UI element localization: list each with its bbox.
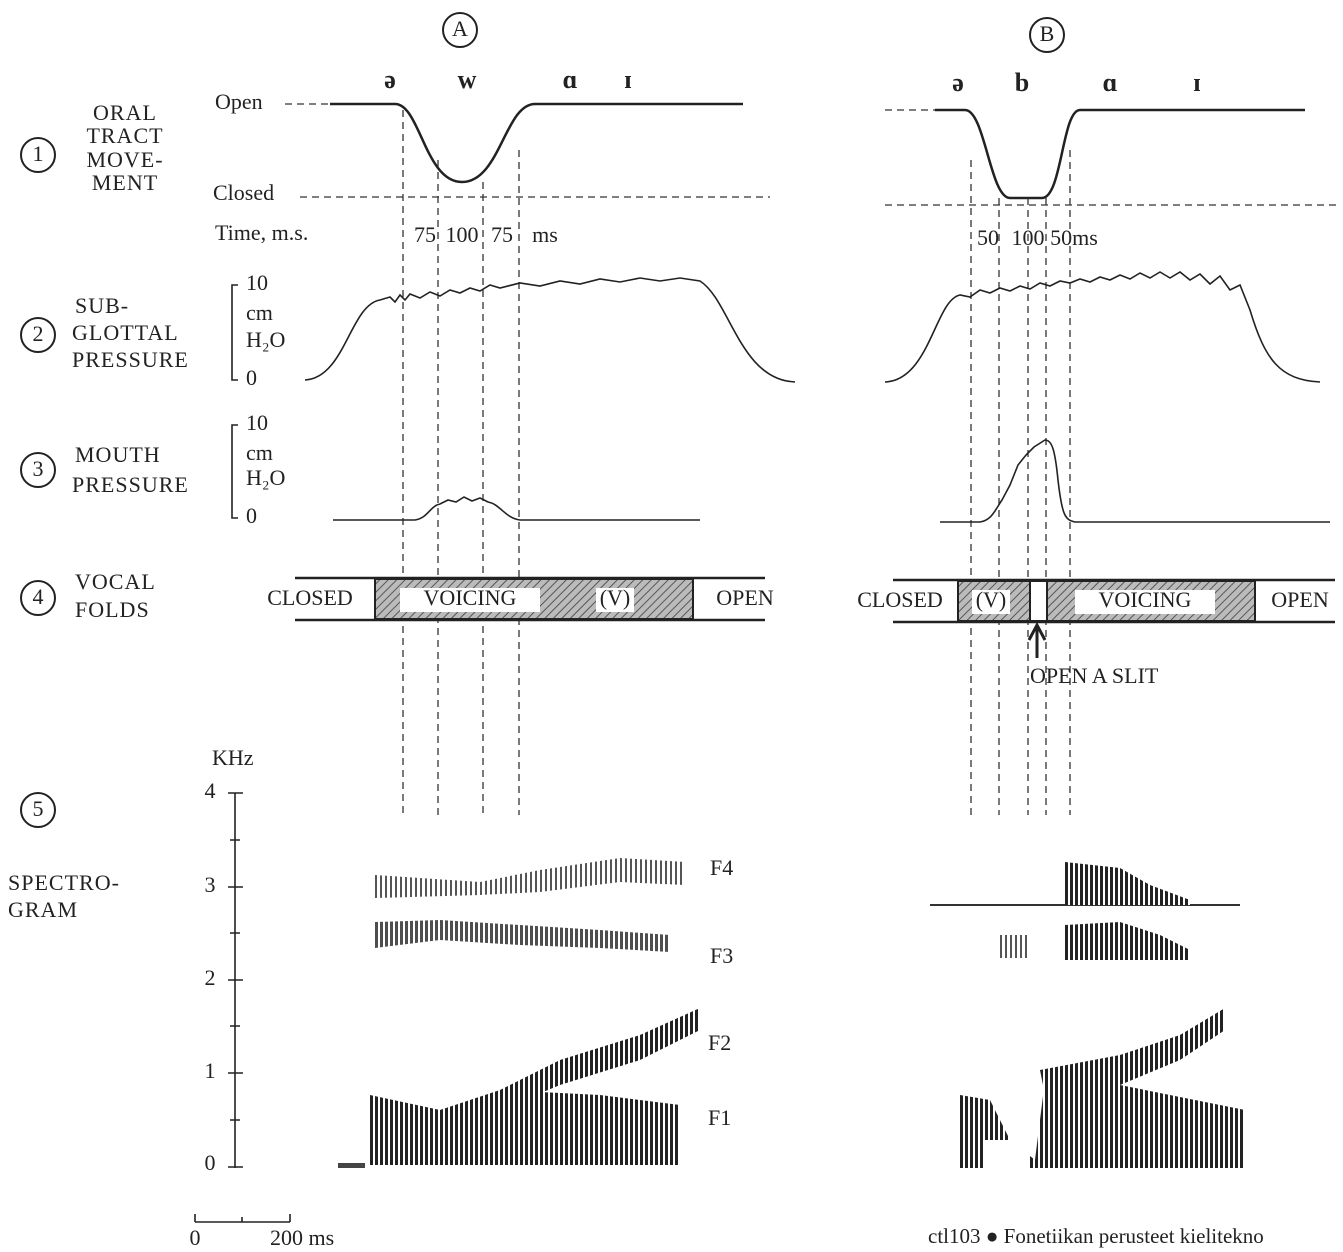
row-label: ORAL	[93, 100, 157, 125]
freq-tick: 2	[205, 965, 216, 990]
duration: 75	[414, 222, 436, 247]
fold-state: OPEN	[716, 585, 774, 610]
phone: ɪ	[624, 65, 631, 94]
row-label: MOUTH	[75, 442, 161, 467]
phone: w	[458, 65, 477, 94]
slit-gap	[1030, 581, 1047, 621]
scale-bracket	[232, 425, 238, 518]
scale-label: cm	[246, 440, 273, 465]
row-label: GLOTTAL	[72, 320, 179, 345]
fold-state: CLOSED	[267, 585, 353, 610]
phone: ɪ	[1193, 68, 1200, 97]
scale-label: H₂O	[246, 327, 285, 352]
phone: ɑ	[1103, 68, 1118, 97]
guide-line	[403, 110, 1070, 815]
freq-tick: 0	[205, 1150, 216, 1175]
column-b: B	[1030, 18, 1064, 52]
duration: 50	[977, 225, 999, 250]
duration: 75	[491, 222, 513, 247]
note: OPEN A SLIT	[1030, 663, 1159, 688]
unit-label: KHz	[212, 745, 254, 770]
phone: ɑ	[563, 65, 578, 94]
duration: 100	[446, 222, 479, 247]
spectrogram-b	[930, 862, 1245, 1168]
arrow	[1029, 625, 1045, 658]
fold-state: (V)	[976, 587, 1007, 612]
freq-tick: 1	[205, 1058, 216, 1083]
closed-label: Closed	[213, 180, 274, 205]
spectrogram-a	[338, 858, 700, 1168]
time-scale-label: 200 ms	[270, 1225, 334, 1250]
row-label: TRACT	[86, 123, 163, 148]
row-label: PRESSURE	[72, 347, 189, 372]
row-number: 2	[21, 318, 55, 352]
fold-state: VOICING	[424, 585, 517, 610]
column-label: B	[1040, 21, 1055, 46]
row-number: 1	[21, 138, 55, 172]
formant-label: F4	[710, 855, 733, 880]
duration: ms	[532, 222, 558, 247]
row-label: VOCAL	[75, 569, 156, 594]
scale-label: 0	[246, 503, 257, 528]
row-label: SUB-	[75, 293, 129, 318]
row-label: MENT	[92, 170, 158, 195]
scale-bracket	[232, 285, 238, 380]
scale-label: 10	[246, 410, 268, 435]
row-label: MOVE-	[86, 147, 163, 172]
scale-label: H₂O	[246, 465, 285, 490]
oral-curve-a	[330, 104, 743, 182]
formant-label: F2	[708, 1030, 731, 1055]
open-label: Open	[215, 89, 263, 114]
fold-state: OPEN	[1271, 587, 1329, 612]
time-label: Time, m.s.	[215, 220, 308, 245]
fold-state: CLOSED	[857, 587, 943, 612]
phone: ə	[952, 68, 964, 97]
fold-state: (V)	[600, 585, 631, 610]
row-number-text: 2	[33, 321, 44, 346]
row-number-text: 3	[33, 456, 44, 481]
formant-label: F3	[710, 943, 733, 968]
row-number-text: 5	[33, 796, 44, 821]
row-label: GRAM	[8, 897, 78, 922]
row-number: 4	[21, 581, 55, 615]
footer: ctl103 ● Fonetiikan perusteet kielitekno	[928, 1224, 1264, 1248]
subglottal-curve-b	[885, 272, 1320, 382]
time-scale	[195, 1214, 290, 1222]
row-number-text: 4	[33, 584, 44, 609]
phone: ə	[384, 65, 396, 94]
row-number-text: 1	[33, 141, 44, 166]
duration: 50ms	[1050, 225, 1098, 250]
freq-axis	[228, 793, 243, 1168]
formant-label: F1	[708, 1105, 731, 1130]
row-label: PRESSURE	[72, 472, 189, 497]
column-a: A	[443, 13, 477, 47]
phone: b	[1015, 68, 1029, 97]
freq-tick: 3	[205, 872, 216, 897]
figure: A B ə w ɑ ɪ ə b ɑ ɪ 1 2 3 4 5 ORAL TRACT…	[0, 0, 1343, 1252]
mouth-curve-a	[333, 497, 700, 520]
scale-label: 10	[246, 270, 268, 295]
freq-tick: 4	[205, 778, 216, 803]
time-scale-label: 0	[190, 1225, 201, 1250]
scale-label: 0	[246, 365, 257, 390]
fold-state: VOICING	[1099, 587, 1192, 612]
scale-label: cm	[246, 300, 273, 325]
reference-line	[285, 104, 1340, 205]
column-label: A	[452, 16, 468, 41]
row-number: 3	[21, 453, 55, 487]
oral-curve-b	[935, 110, 1305, 198]
row-label: SPECTRO-	[8, 870, 120, 895]
subglottal-curve-a	[305, 278, 795, 382]
row-number: 5	[21, 793, 55, 827]
row-label: FOLDS	[75, 597, 150, 622]
